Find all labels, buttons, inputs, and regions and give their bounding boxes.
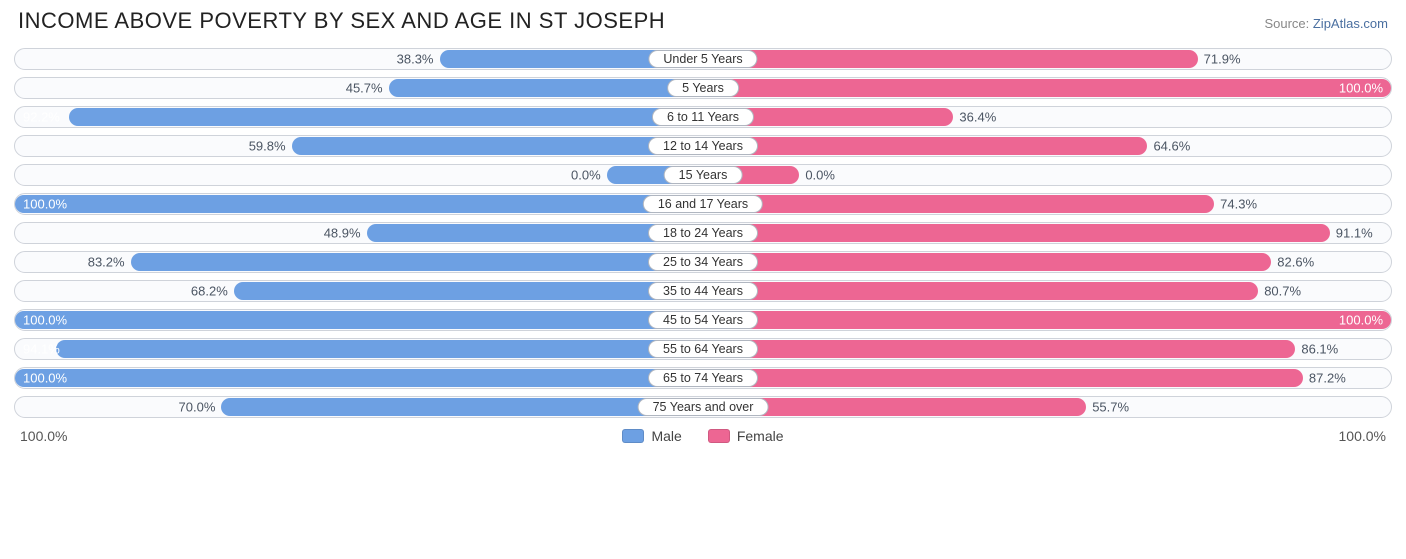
chart-rows: 38.3% 71.9% Under 5 Years 45.7% 100.0% 5 Year… (14, 48, 1392, 418)
category-label: 18 to 24 Years (648, 224, 758, 242)
source-name: ZipAtlas.com (1313, 16, 1388, 31)
legend-male-swatch (622, 429, 644, 443)
category-label: 16 and 17 Years (643, 195, 763, 213)
male-value: 100.0% (23, 197, 67, 212)
chart-row: 100.0% 87.2% 65 to 74 Years (14, 367, 1392, 389)
female-bar (703, 195, 1214, 213)
female-bar (703, 137, 1147, 155)
female-value: 80.7% (1258, 284, 1301, 299)
legend-female: Female (708, 428, 784, 444)
legend-female-swatch (708, 429, 730, 443)
chart-row: 83.2% 82.6% 25 to 34 Years (14, 251, 1392, 273)
chart-row: 45.7% 100.0% 5 Years (14, 77, 1392, 99)
chart-row: 38.3% 71.9% Under 5 Years (14, 48, 1392, 70)
male-bar (292, 137, 703, 155)
female-bar (703, 50, 1198, 68)
male-bar (221, 398, 703, 416)
male-bar (15, 369, 703, 387)
female-bar (703, 79, 1391, 97)
category-label: 6 to 11 Years (652, 108, 754, 126)
female-value: 0.0% (799, 168, 835, 183)
male-value: 100.0% (23, 371, 67, 386)
female-value: 86.1% (1295, 342, 1338, 357)
chart-row: 92.2% 36.4% 6 to 11 Years (14, 106, 1392, 128)
female-bar (703, 369, 1303, 387)
female-value: 82.6% (1271, 255, 1314, 270)
category-label: 75 Years and over (638, 398, 769, 416)
axis-right-max: 100.0% (1339, 428, 1386, 444)
male-bar (56, 340, 703, 358)
chart-row: 68.2% 80.7% 35 to 44 Years (14, 280, 1392, 302)
male-bar (69, 108, 703, 126)
female-value: 74.3% (1214, 197, 1257, 212)
chart-row: 100.0% 74.3% 16 and 17 Years (14, 193, 1392, 215)
category-label: 15 Years (664, 166, 743, 184)
female-value: 100.0% (1339, 81, 1383, 96)
category-label: 65 to 74 Years (648, 369, 758, 387)
chart-row: 94.1% 86.1% 55 to 64 Years (14, 338, 1392, 360)
category-label: 25 to 34 Years (648, 253, 758, 271)
category-label: 12 to 14 Years (648, 137, 758, 155)
female-bar (703, 340, 1295, 358)
chart-row: 100.0% 100.0% 45 to 54 Years (14, 309, 1392, 331)
category-label: 35 to 44 Years (648, 282, 758, 300)
legend-male-label: Male (651, 428, 681, 444)
legend-male: Male (622, 428, 681, 444)
male-value: 68.2% (191, 284, 234, 299)
header: INCOME ABOVE POVERTY BY SEX AND AGE IN S… (14, 8, 1392, 34)
male-value: 92.2% (23, 110, 60, 125)
male-value: 94.1% (23, 342, 60, 357)
female-bar (703, 282, 1258, 300)
axis-left-max: 100.0% (20, 428, 67, 444)
male-bar (389, 79, 703, 97)
female-value: 64.6% (1147, 139, 1190, 154)
chart-row: 59.8% 64.6% 12 to 14 Years (14, 135, 1392, 157)
male-value: 38.3% (397, 52, 440, 67)
male-value: 70.0% (179, 400, 222, 415)
chart-title: INCOME ABOVE POVERTY BY SEX AND AGE IN S… (18, 8, 665, 34)
legend: Male Female (67, 428, 1338, 444)
female-value: 100.0% (1339, 313, 1383, 328)
male-value: 0.0% (571, 168, 607, 183)
female-value: 87.2% (1303, 371, 1346, 386)
male-value: 59.8% (249, 139, 292, 154)
female-bar (703, 311, 1391, 329)
source-label: Source: (1264, 16, 1312, 31)
category-label: Under 5 Years (648, 50, 757, 68)
male-value: 48.9% (324, 226, 367, 241)
male-bar (15, 195, 703, 213)
female-bar (703, 253, 1271, 271)
female-value: 36.4% (953, 110, 996, 125)
chart-row: 70.0% 55.7% 75 Years and over (14, 396, 1392, 418)
category-label: 45 to 54 Years (648, 311, 758, 329)
female-value: 91.1% (1330, 226, 1373, 241)
male-value: 83.2% (88, 255, 131, 270)
male-value: 100.0% (23, 313, 67, 328)
legend-female-label: Female (737, 428, 784, 444)
female-value: 71.9% (1198, 52, 1241, 67)
chart-row: 48.9% 91.1% 18 to 24 Years (14, 222, 1392, 244)
chart-footer: 100.0% Male Female 100.0% (14, 428, 1392, 444)
chart-source: Source: ZipAtlas.com (1264, 16, 1388, 31)
chart-row: 0.0% 0.0% 15 Years (14, 164, 1392, 186)
category-label: 5 Years (667, 79, 739, 97)
male-bar (131, 253, 703, 271)
female-bar (703, 224, 1330, 242)
poverty-by-sex-age-chart: INCOME ABOVE POVERTY BY SEX AND AGE IN S… (0, 0, 1406, 454)
category-label: 55 to 64 Years (648, 340, 758, 358)
male-value: 45.7% (346, 81, 389, 96)
male-bar (15, 311, 703, 329)
male-bar (234, 282, 703, 300)
female-value: 55.7% (1086, 400, 1129, 415)
